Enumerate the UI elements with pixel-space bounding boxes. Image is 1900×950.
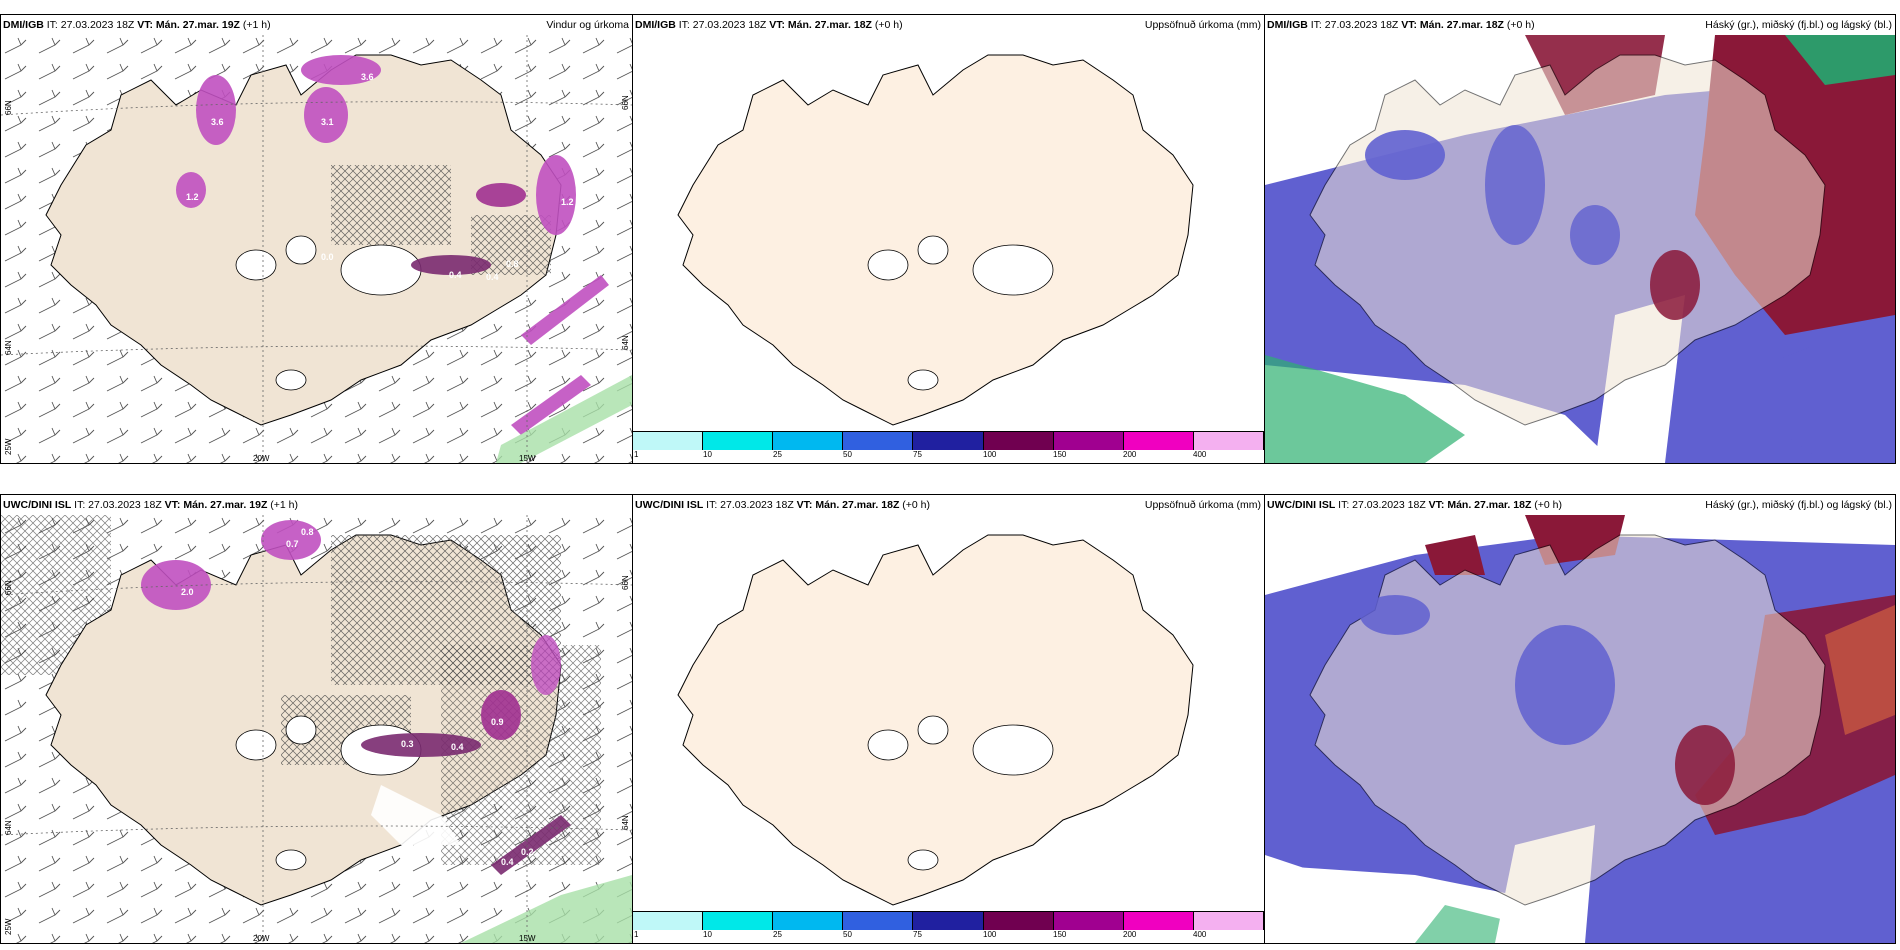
colorbar-label: 25 bbox=[773, 450, 782, 459]
panel-header: DMI/IGB IT: 27.03.2023 18Z VT: Mán. 27.m… bbox=[1, 15, 632, 35]
model-name: DMI/IGB bbox=[635, 19, 676, 31]
panel-cloud-uwc: UWC/DINI ISL IT: 27.03.2023 18Z VT: Mán.… bbox=[1264, 494, 1896, 944]
colorbar-label: 100 bbox=[983, 450, 997, 459]
model-name: DMI/IGB bbox=[3, 19, 44, 31]
lat-label: 66N bbox=[621, 575, 630, 590]
colorbar-label: 1 bbox=[634, 450, 639, 459]
precip-value: 0.2 bbox=[521, 847, 534, 857]
precip-value: 1.2 bbox=[186, 192, 199, 202]
lead-time: (+1 h) bbox=[239, 19, 271, 31]
panel-header: UWC/DINI ISL IT: 27.03.2023 18Z VT: Mán.… bbox=[633, 495, 1264, 515]
model-name: UWC/DINI ISL bbox=[3, 499, 72, 511]
precip-value: 3.6 bbox=[211, 117, 224, 127]
wind-precip-map: 0.8 0.7 2.0 0.4 0.3 0.9 0.4 0.2 20W 15W … bbox=[1, 515, 632, 943]
lon-label: 15W bbox=[519, 934, 536, 943]
valid-time: VT: Mán. 27.mar. 18Z bbox=[1428, 499, 1532, 511]
panel-title: Uppsöfnuð úrkoma (mm) bbox=[1144, 19, 1261, 31]
colorbar-label: 10 bbox=[703, 930, 712, 939]
precip-value: 0.4 bbox=[449, 270, 462, 280]
issue-time: IT: 27.03.2023 18Z bbox=[43, 19, 138, 31]
accum-precip-map bbox=[677, 54, 1194, 426]
colorbar-label: 200 bbox=[1123, 930, 1137, 939]
model-name: DMI/IGB bbox=[1267, 19, 1308, 31]
panel-cloud-dmi: DMI/IGB IT: 27.03.2023 18Z VT: Mán. 27.m… bbox=[1264, 14, 1896, 464]
colorbar-label: 400 bbox=[1193, 450, 1207, 459]
panel-header: UWC/DINI ISL IT: 27.03.2023 18Z VT: Mán.… bbox=[1265, 495, 1895, 515]
colorbar-label: 200 bbox=[1123, 450, 1137, 459]
lead-time: (+0 h) bbox=[871, 19, 903, 31]
precip-value: 0.8 bbox=[301, 527, 314, 537]
colorbar-label: 50 bbox=[843, 930, 852, 939]
lon-label: 20W bbox=[253, 934, 270, 943]
lat-label: 66N bbox=[4, 580, 13, 595]
lat-label: 25W bbox=[4, 438, 13, 455]
issue-time: IT: 27.03.2023 18Z bbox=[703, 499, 797, 511]
colorbar-label: 75 bbox=[913, 930, 922, 939]
issue-time: IT: 27.03.2023 18Z bbox=[1307, 19, 1402, 31]
lat-label: 66N bbox=[621, 95, 630, 110]
cloud-cover-map bbox=[1265, 35, 1895, 463]
cloud-cover-map bbox=[1265, 515, 1895, 943]
precip-value: 0.4 bbox=[451, 742, 464, 752]
lat-label: 25W bbox=[4, 918, 13, 935]
colorbar-label: 400 bbox=[1193, 930, 1207, 939]
colorbar-label: 10 bbox=[703, 450, 712, 459]
model-name: UWC/DINI ISL bbox=[635, 499, 704, 511]
precip-value: 1.2 bbox=[561, 197, 574, 207]
panel-title: Vindur og úrkoma bbox=[546, 19, 629, 31]
panel-header: DMI/IGB IT: 27.03.2023 18Z VT: Mán. 27.m… bbox=[633, 15, 1264, 35]
panel-header: UWC/DINI ISL IT: 27.03.2023 18Z VT: Mán.… bbox=[1, 495, 632, 515]
colorbar-label: 25 bbox=[773, 930, 782, 939]
panel-header: DMI/IGB IT: 27.03.2023 18Z VT: Mán. 27.m… bbox=[1265, 15, 1895, 35]
lon-label: 20W bbox=[253, 454, 270, 463]
precip-value: 3.6 bbox=[361, 72, 374, 82]
lead-time: (+1 h) bbox=[267, 499, 299, 511]
precip-value: 0.4 bbox=[501, 857, 514, 867]
panel-title: Háský (gr.), miðský (fj.bl.) og lágský (… bbox=[1705, 19, 1892, 31]
precip-value: 0.9 bbox=[491, 717, 504, 727]
lead-time: (+0 h) bbox=[1531, 499, 1563, 511]
panel-wind-uwc: UWC/DINI ISL IT: 27.03.2023 18Z VT: Mán.… bbox=[0, 494, 633, 944]
colorbar-label: 50 bbox=[843, 450, 852, 459]
lat-label: 64N bbox=[4, 340, 13, 355]
panel-title: Uppsöfnuð úrkoma (mm) bbox=[1144, 499, 1261, 511]
precip-value: 2.0 bbox=[181, 587, 194, 597]
valid-time: VT: Mán. 27.mar. 18Z bbox=[1401, 19, 1504, 31]
accum-precip-map bbox=[677, 534, 1194, 906]
precip-value: 0.8 bbox=[506, 259, 519, 269]
valid-time: VT: Mán. 27.mar. 18Z bbox=[796, 499, 900, 511]
panel-wind-dmi: DMI/IGB IT: 27.03.2023 18Z VT: Mán. 27.m… bbox=[0, 14, 633, 464]
colorbar-label: 1 bbox=[634, 930, 639, 939]
valid-time: VT: Mán. 27.mar. 19Z bbox=[137, 19, 240, 31]
precip-value: 0.0 bbox=[321, 252, 334, 262]
lead-time: (+0 h) bbox=[1503, 19, 1535, 31]
model-name: UWC/DINI ISL bbox=[1267, 499, 1336, 511]
panel-accum-dmi: DMI/IGB IT: 27.03.2023 18Z VT: Mán. 27.m… bbox=[632, 14, 1265, 464]
colorbar bbox=[633, 431, 1264, 450]
issue-time: IT: 27.03.2023 18Z bbox=[71, 499, 165, 511]
issue-time: IT: 27.03.2023 18Z bbox=[675, 19, 770, 31]
colorbar-label: 150 bbox=[1053, 930, 1067, 939]
colorbar-label: 150 bbox=[1053, 450, 1067, 459]
panel-title: Háský (gr.), miðský (fj.bl.) og lágský (… bbox=[1705, 499, 1892, 511]
lead-time: (+0 h) bbox=[899, 499, 931, 511]
lat-label: 64N bbox=[621, 335, 630, 350]
precip-value: 0.3 bbox=[401, 739, 414, 749]
colorbar-label: 100 bbox=[983, 930, 997, 939]
precip-value: 0.7 bbox=[286, 539, 299, 549]
panel-accum-uwc: UWC/DINI ISL IT: 27.03.2023 18Z VT: Mán.… bbox=[632, 494, 1265, 944]
issue-time: IT: 27.03.2023 18Z bbox=[1335, 499, 1429, 511]
lon-label: 15W bbox=[519, 454, 536, 463]
colorbar bbox=[633, 911, 1264, 930]
lat-label: 64N bbox=[621, 815, 630, 830]
precip-value: 3.1 bbox=[321, 117, 334, 127]
valid-time: VT: Mán. 27.mar. 19Z bbox=[164, 499, 268, 511]
valid-time: VT: Mán. 27.mar. 18Z bbox=[769, 19, 872, 31]
lat-label: 64N bbox=[4, 820, 13, 835]
lat-label: 66N bbox=[4, 100, 13, 115]
precip-value: 0.4 bbox=[486, 272, 499, 282]
colorbar-label: 75 bbox=[913, 450, 922, 459]
wind-precip-map: 3.6 3.6 3.1 0.4 1.2 1.2 0.0 0.4 0.8 20W … bbox=[1, 35, 632, 463]
